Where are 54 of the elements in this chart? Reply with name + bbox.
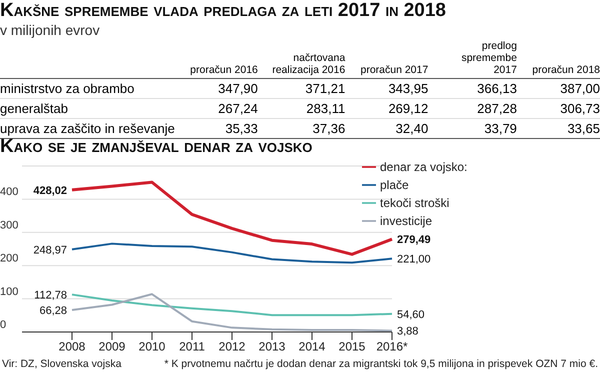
chart-title: Kakšne spremembe vlada predlaga za leti 2017 in 2018 <box>0 0 447 22</box>
data-label: 3,88 <box>397 326 418 338</box>
legend-label: tekoči stroški <box>380 196 450 210</box>
data-label: 387,00 <box>559 80 600 98</box>
y-tick-label: 100 <box>0 286 18 298</box>
data-label: 343,95 <box>387 80 428 98</box>
x-tick-label: 2008 <box>58 340 86 354</box>
data-label: 366,13 <box>476 80 517 98</box>
y-tick-label: 0 <box>0 319 6 331</box>
data-label: 37,36 <box>312 121 346 136</box>
legend-label: denar za vojsko: <box>380 160 468 174</box>
data-label: 279,49 <box>397 234 431 246</box>
x-tick-label: 2010 <box>138 340 166 354</box>
y-tick-label: 300 <box>0 219 18 232</box>
x-tick-label: 2009 <box>98 340 126 354</box>
data-label: 371,21 <box>304 80 346 98</box>
data-label: 347,90 <box>217 80 258 98</box>
data-label: 269,12 <box>387 100 428 118</box>
data-label: 283,11 <box>305 100 346 118</box>
legend-label: investicije <box>380 214 432 228</box>
data-label: 287,28 <box>476 100 517 118</box>
y-tick-label: generalštab <box>0 100 69 118</box>
x-tick-label: proračun 2016 <box>189 63 258 78</box>
data-label: 32,40 <box>394 120 428 138</box>
x-tick-label: proračun 2017 <box>359 63 428 78</box>
x-tick-label: 2012 <box>218 340 246 354</box>
x-tick-label: 2011 <box>179 340 206 354</box>
x-tick-label: 2016* <box>376 340 408 354</box>
data-label: 267,24 <box>217 100 258 118</box>
x-tick-label: predlog spremembe 2017 <box>460 40 517 78</box>
data-label: 35,33 <box>224 120 258 138</box>
data-label: 33,65 <box>566 120 600 138</box>
data-label: 428,02 <box>33 184 67 197</box>
text: Vir: DZ, Slovenska vojska <box>2 358 122 370</box>
text: v milijonih evrov <box>0 22 101 38</box>
y-tick-label: uprava za zaščito in reševanje <box>0 120 175 138</box>
x-tick-label: 2014 <box>298 340 326 354</box>
data-label: 221,00 <box>397 254 431 266</box>
x-tick-label: 2015 <box>338 340 366 354</box>
data-label: 306,73 <box>559 100 600 118</box>
data-label: 33,79 <box>483 120 517 138</box>
legend-label: plače <box>380 178 409 192</box>
x-tick-label: 2013 <box>258 340 286 354</box>
x-tick-label: načrtovana realizacija 2016 <box>271 51 346 78</box>
x-tick-label: proračun 2018 <box>531 63 600 78</box>
data-label: 66,28 <box>39 304 67 317</box>
data-label: 112,78 <box>34 290 67 302</box>
y-tick-label: 400 <box>0 186 18 198</box>
y-tick-label: ministrstvo za obrambo <box>0 80 136 98</box>
data-label: 248,97 <box>33 244 67 256</box>
text: * K prvotnemu načrtu je dodan denar za migrantski tok 9,5 milijona in prispevek OZN 7 mio €. <box>164 358 598 370</box>
chart-title: Kako se je zmanjševal denar za vojsko <box>0 136 314 158</box>
data-label: 54,60 <box>397 308 425 321</box>
y-tick-label: 200 <box>0 252 18 265</box>
